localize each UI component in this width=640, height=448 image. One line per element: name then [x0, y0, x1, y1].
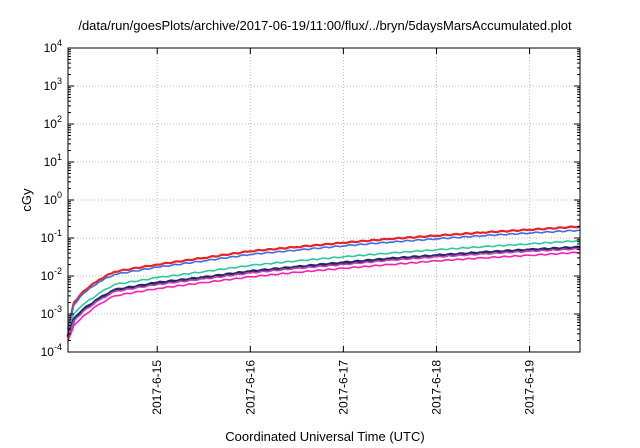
x-axis-label: Coordinated Universal Time (UTC)	[225, 429, 424, 444]
series-line-3	[67, 239, 581, 335]
y-tick-label: 10-3	[41, 304, 62, 321]
y-tick-label: 100	[44, 190, 62, 207]
series-layer	[66, 225, 581, 341]
y-tick-label: 10-4	[41, 342, 62, 359]
y-axis-label: cGy	[19, 188, 34, 212]
x-tick-label: 2017-6-15	[150, 360, 164, 415]
y-tick-label: 101	[44, 152, 62, 169]
x-tick-label: 2017-6-16	[243, 360, 257, 415]
series-line-2	[67, 229, 581, 332]
y-tick-label: 102	[44, 114, 62, 131]
x-tick-label: 2017-6-19	[523, 360, 537, 415]
chart-title: /data/run/goesPlots/archive/2017-06-19/1…	[78, 18, 572, 33]
grid-lines	[68, 48, 580, 352]
x-tick-label: 2017-6-18	[429, 360, 443, 415]
series-line-4	[66, 245, 581, 338]
y-axis-ticks: 10-4 10-3 10-2 10-1 100 101 102 103 104	[41, 38, 580, 359]
y-tick-label: 10-1	[41, 228, 62, 245]
y-tick-label: 10-2	[41, 266, 62, 283]
series-line-1	[66, 225, 581, 330]
x-tick-label: 2017-6-17	[336, 360, 350, 415]
series-line-6	[67, 251, 581, 341]
y-tick-label: 103	[44, 76, 62, 93]
x-axis-ticks: 2017-6-15 2017-6-16 2017-6-17 2017-6-18 2017…	[150, 48, 537, 415]
y-tick-label: 104	[44, 38, 62, 55]
series-line-5	[67, 247, 580, 338]
